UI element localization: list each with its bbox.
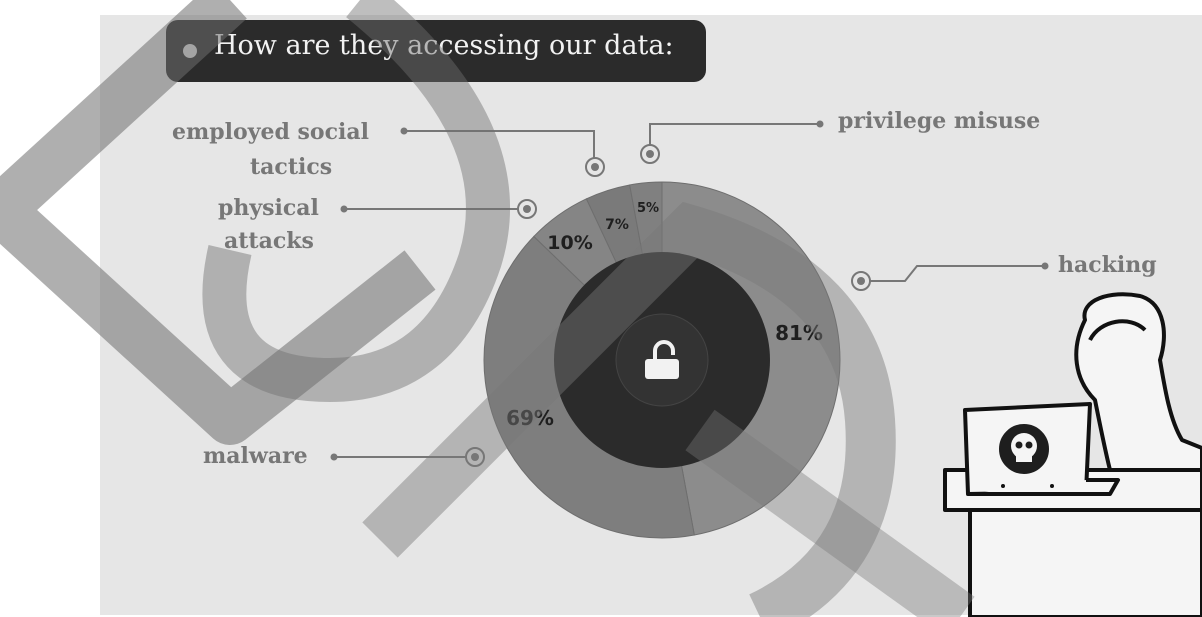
label-privilege: privilege misuse — [838, 108, 1041, 134]
target-marker-social-icon — [585, 157, 605, 177]
target-marker-malware-icon — [465, 447, 485, 467]
data-label-privilege: 5% — [637, 201, 659, 216]
skull-icon — [999, 424, 1049, 474]
label-physical-line1: physical — [218, 195, 319, 221]
leader-dots — [330, 120, 1049, 461]
desk-front — [968, 508, 1202, 617]
hooded-figure — [1074, 292, 1202, 472]
label-malware: malware — [203, 443, 308, 469]
leader-line-privilege — [649, 123, 820, 152]
label-social-line2: tactics — [250, 154, 333, 180]
data-label-hacking: 81% — [775, 321, 823, 345]
label-hacking: hacking — [1058, 252, 1157, 278]
leader-line-hacking — [860, 265, 1045, 282]
title-banner — [166, 20, 706, 82]
target-marker-physical-icon — [517, 199, 537, 219]
data-label-physical: 10% — [547, 232, 592, 254]
unlock-icon — [645, 340, 679, 379]
label-physical-line2: attacks — [224, 228, 314, 254]
hacker-illustration — [943, 292, 1202, 617]
label-social-line1: employed social — [172, 119, 369, 145]
data-label-malware: 69% — [506, 406, 554, 430]
data-label-social: 7% — [605, 217, 629, 233]
target-markers — [465, 144, 871, 467]
chart-title: How are they accessing our data: — [214, 30, 674, 61]
target-marker-privilege-icon — [640, 144, 660, 164]
target-marker-hacking-icon — [851, 271, 871, 291]
leader-line-social — [404, 130, 595, 165]
leader-lines — [334, 123, 1045, 458]
